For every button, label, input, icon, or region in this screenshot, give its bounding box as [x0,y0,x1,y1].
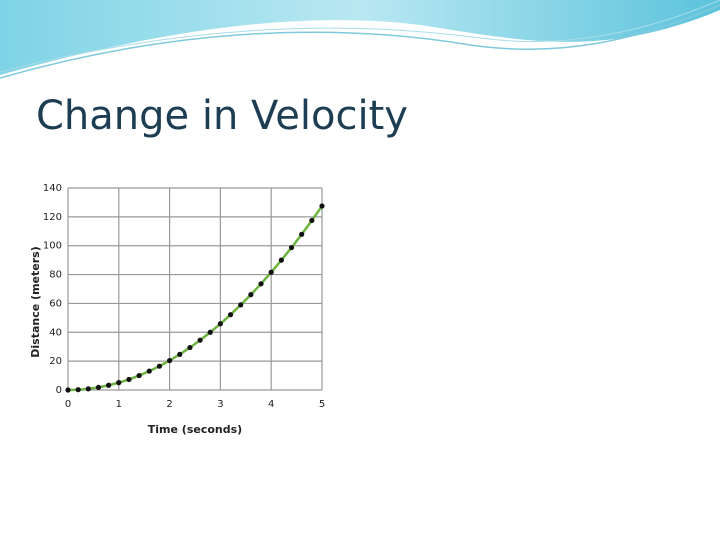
data-point [268,269,274,275]
data-point [197,337,203,343]
chart-background [30,165,332,453]
data-point [278,257,284,263]
data-point [136,372,142,379]
data-point [65,387,71,393]
data-point [126,376,132,383]
data-point [177,351,183,357]
x-tick-label: 1 [116,399,122,410]
y-axis-title: Distance (meters) [29,246,42,357]
data-point [95,384,102,391]
x-tick-label: 0 [65,399,71,410]
y-tick-label: 20 [49,356,62,367]
data-point [75,387,81,393]
data-point [116,380,122,386]
data-point [85,386,91,392]
data-point [217,321,223,327]
header-decoration [0,0,720,79]
slide-title: Change in Velocity [36,93,408,139]
y-tick-label: 120 [43,212,62,223]
y-tick-label: 60 [49,298,62,309]
y-tick-label: 100 [43,241,62,252]
data-point [167,357,173,364]
x-tick-label: 4 [268,399,274,410]
x-axis-title: Time (seconds) [148,423,242,436]
data-point [309,217,315,224]
x-tick-label: 2 [166,399,172,410]
x-tick-label: 5 [319,399,325,410]
data-point [146,368,152,374]
data-point [227,312,234,318]
data-point [288,244,295,251]
data-point [156,363,163,369]
data-point [187,344,193,351]
data-point [248,292,254,298]
y-tick-label: 80 [49,270,62,281]
y-tick-label: 0 [56,385,62,396]
data-point [207,329,213,335]
y-tick-label: 140 [43,183,62,194]
data-point [106,382,112,388]
x-tick-label: 3 [217,399,223,410]
data-point [299,231,305,237]
data-point [258,281,264,287]
data-point [238,302,244,308]
data-point [319,203,325,209]
y-tick-label: 40 [49,327,62,338]
